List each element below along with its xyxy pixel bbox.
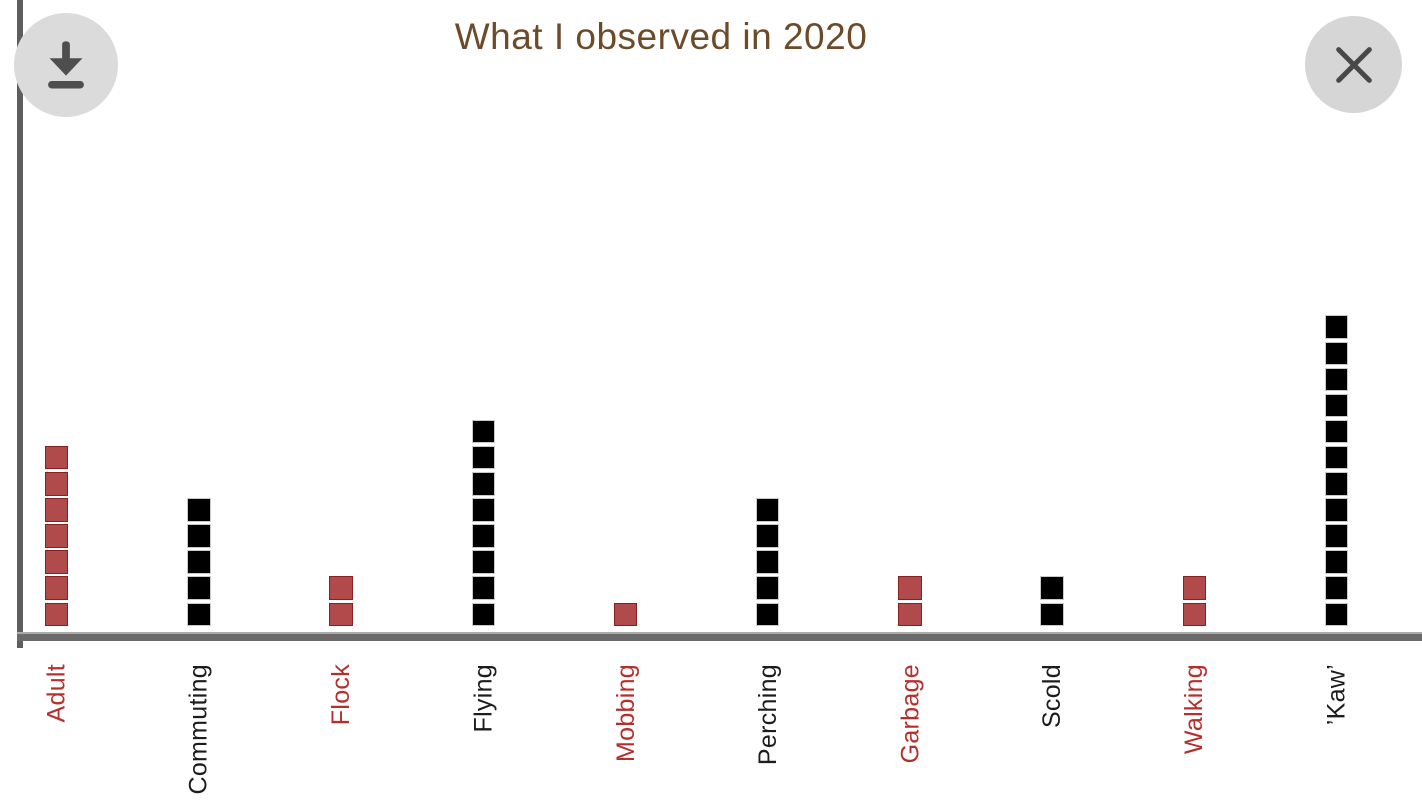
download-button[interactable] [14,13,118,117]
bar-column-scold [1040,576,1064,626]
x-tick-label-garbage: Garbage [895,664,924,764]
x-tick-label-kaw: ’Kaw’ [1322,664,1351,726]
unit-square [187,524,211,548]
unit-square [755,550,780,574]
unit-square [755,498,780,522]
x-tick-label-adult: Adult [42,664,71,723]
unit-square [1324,550,1349,574]
unit-square [1324,472,1349,496]
unit-square [1324,498,1349,522]
unit-square [1324,367,1349,392]
unit-square [471,602,496,626]
unit-square [1324,341,1349,366]
unit-square [44,550,69,574]
bar-column-commuting [187,498,211,626]
unit-square [471,524,496,548]
unit-square [44,524,69,548]
close-button[interactable] [1305,16,1402,113]
unit-square [187,576,211,600]
bar-column-garbage [898,576,922,626]
unit-square [755,602,780,626]
unit-square [471,550,496,574]
unit-square [187,602,211,626]
unit-square [471,445,496,470]
download-icon [48,41,84,89]
bar-column-flying [471,419,496,626]
bar-column-mobbing [613,602,638,626]
unit-square [471,576,496,600]
unit-square [898,576,922,600]
y-axis-line [17,0,23,648]
unit-square [1324,393,1349,418]
unit-square [44,576,69,600]
unit-square [1324,445,1349,470]
unit-square [1040,602,1064,626]
unit-square [1324,524,1349,548]
unit-square [44,498,69,522]
bar-column-adult [44,445,69,626]
chart-title: What I observed in 2020 [454,16,868,57]
x-tick-label-flying: Flying [469,664,498,733]
x-tick-label-scold: Scold [1038,664,1067,729]
unit-square [187,498,211,522]
unit-square [1324,315,1349,339]
bar-column-perching [755,498,780,626]
unit-square [44,472,69,496]
unit-square [44,445,69,470]
x-tick-label-perching: Perching [753,664,782,766]
x-tick-label-commuting: Commuting [184,664,213,795]
unit-square [1324,419,1349,444]
unit-square [1324,602,1349,626]
x-tick-label-flock: Flock [327,664,356,726]
unit-square [1182,576,1207,600]
bar-column-kaw [1324,315,1349,626]
unit-square [1182,602,1207,626]
unit-square [898,602,922,626]
unit-square [329,576,353,600]
x-tick-label-walking: Walking [1180,664,1209,755]
unit-square [471,472,496,496]
unit-square [471,419,496,444]
unit-square [1040,576,1064,600]
unit-square [755,524,780,548]
unit-square [329,602,353,626]
x-tick-label-mobbing: Mobbing [611,664,640,762]
bar-column-flock [329,576,353,626]
unit-square [613,602,638,626]
unit-square [755,576,780,600]
x-axis-line [17,632,1422,641]
unit-square [44,602,69,626]
unit-square [187,550,211,574]
bar-column-walking [1182,576,1207,626]
close-icon [1335,46,1372,83]
unit-square [1324,576,1349,600]
unit-square [471,498,496,522]
